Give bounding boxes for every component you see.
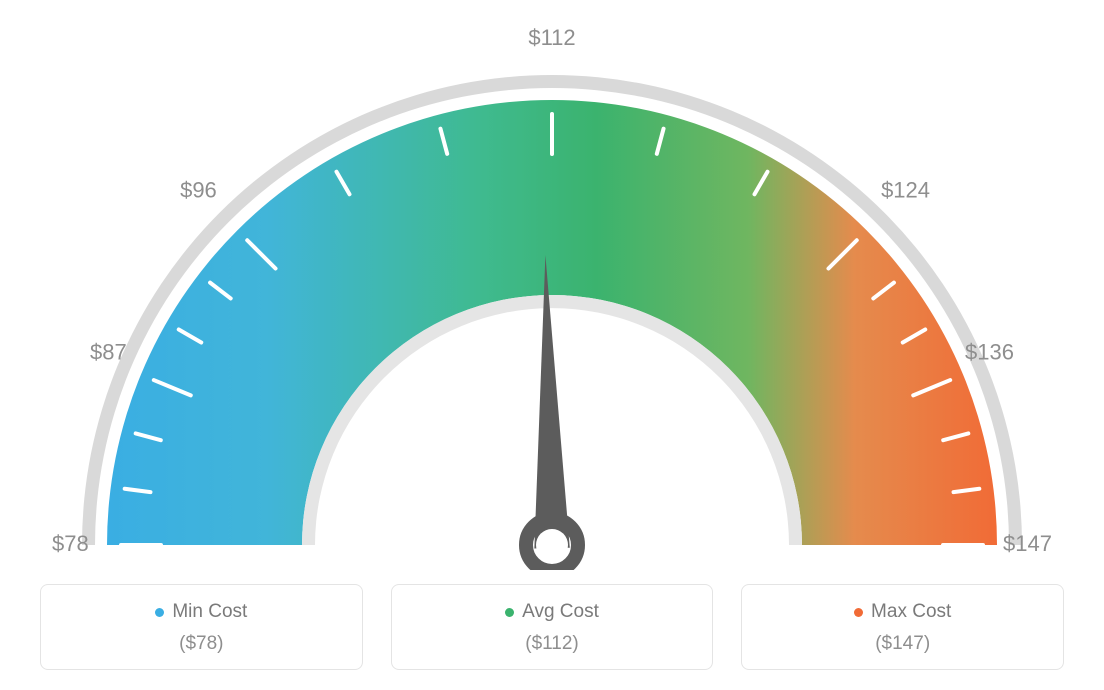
legend-card-avg: Avg Cost ($112) [391, 584, 714, 670]
legend-label-min: Min Cost [172, 601, 247, 623]
legend-value-min: ($78) [51, 633, 352, 655]
svg-text:$87: $87 [90, 339, 127, 364]
legend-label-avg: Avg Cost [522, 601, 599, 623]
gauge-chart: $78 $87 $96 $112 $124 $136 $147 [0, 0, 1104, 570]
legend-card-min: Min Cost ($78) [40, 584, 363, 670]
svg-text:$78: $78 [52, 531, 89, 556]
svg-text:$124: $124 [881, 177, 930, 202]
svg-text:$96: $96 [180, 177, 217, 202]
legend-dot-min [155, 608, 164, 617]
legend-dot-avg [505, 608, 514, 617]
legend-value-avg: ($112) [402, 633, 703, 655]
svg-text:$136: $136 [965, 339, 1014, 364]
legend-label-max: Max Cost [871, 601, 951, 623]
legend-dot-max [854, 608, 863, 617]
svg-text:$147: $147 [1003, 531, 1052, 556]
legend-row: Min Cost ($78) Avg Cost ($112) Max Cost … [40, 584, 1064, 670]
svg-text:$112: $112 [528, 25, 575, 50]
legend-value-max: ($147) [752, 633, 1053, 655]
legend-card-max: Max Cost ($147) [741, 584, 1064, 670]
